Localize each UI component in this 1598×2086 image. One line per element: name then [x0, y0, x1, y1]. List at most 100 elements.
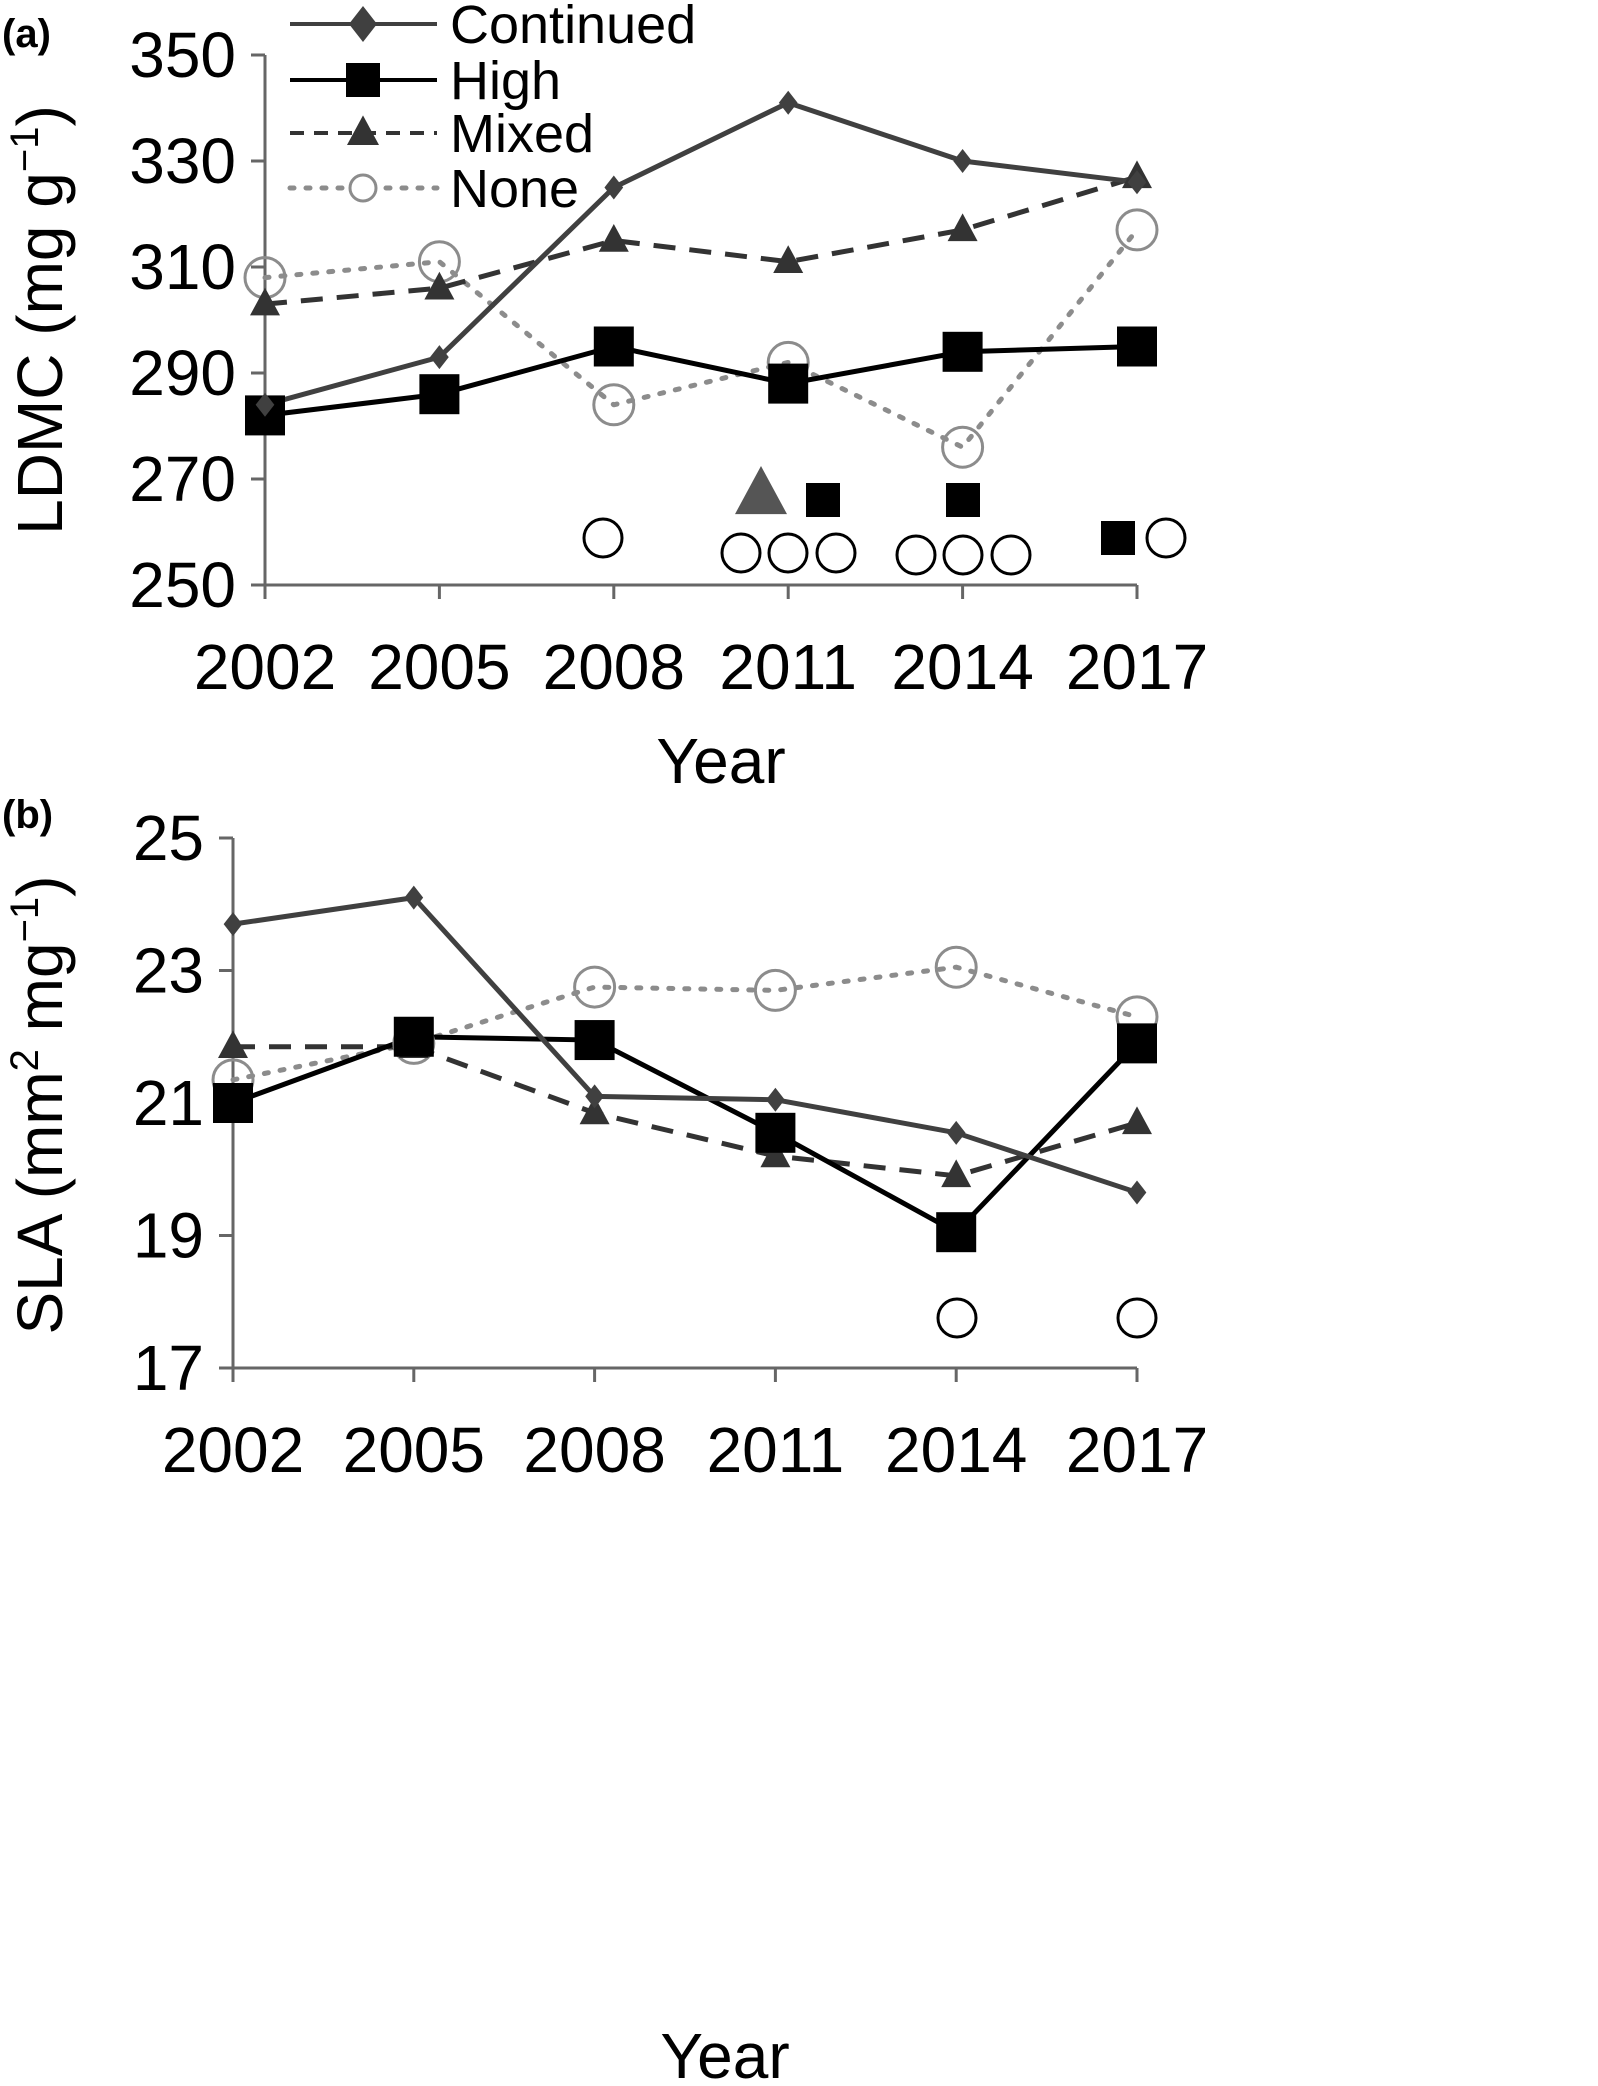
data-point-mixed: [424, 271, 455, 300]
data-point-continued: [585, 1084, 604, 1109]
x-tick-label: 2014: [891, 631, 1033, 703]
data-point-none: [753, 968, 797, 1012]
significance-circle: [942, 534, 984, 576]
x-tick-label: 2011: [707, 1414, 845, 1486]
x-tick-label: 2011: [719, 631, 857, 703]
data-point-continued: [223, 912, 243, 937]
significance-square: [806, 483, 840, 517]
data-point-none: [573, 965, 617, 1009]
data-point-none: [941, 425, 985, 469]
data-point-high: [593, 326, 634, 367]
series-line-continued: [264, 100, 1138, 408]
legend-marker-none: [348, 173, 378, 203]
significance-circle: [895, 534, 937, 576]
x-axis-title: Year: [656, 725, 785, 797]
data-point-continued: [430, 345, 449, 370]
data-point-continued: [604, 175, 624, 200]
data-point-mixed: [773, 245, 804, 273]
data-point-mixed: [250, 287, 280, 316]
y-tick-label: 250: [129, 549, 236, 621]
data-point-high: [768, 363, 809, 404]
y-tick-label: 25: [133, 802, 204, 874]
y-tick-label: 350: [129, 19, 236, 91]
y-tick-label: 310: [129, 231, 236, 303]
data-point-mixed: [218, 1030, 248, 1058]
legend-marker-continued: [348, 6, 378, 42]
y-axis-title: LDMC (mg g−1): [3, 105, 76, 535]
series-line-none: [262, 227, 1140, 450]
series-line-mixed: [264, 174, 1138, 307]
panel-a: (a) 250 270 290 310 330 350 2002 2005 2008 2011 201…: [2, 0, 1208, 797]
legend-marker-high: [346, 63, 380, 97]
panel-label: (b): [2, 793, 53, 837]
data-point-high: [419, 374, 460, 415]
data-point-continued: [953, 149, 972, 173]
significance-circle: [720, 532, 762, 574]
legend-label-mixed: Mixed: [450, 104, 594, 164]
data-point-continued: [1127, 170, 1147, 195]
significance-circle: [936, 1297, 978, 1339]
data-point-continued: [778, 90, 798, 115]
x-tick-label: 2014: [885, 1414, 1027, 1486]
series-line-mixed: [233, 1044, 1138, 1179]
x-tick-label: 2005: [368, 631, 510, 703]
significance-circle: [1145, 517, 1187, 559]
x-tick-label: 2002: [162, 1414, 304, 1486]
y-tick-label: 21: [133, 1067, 204, 1139]
x-tick-label: 2005: [343, 1414, 485, 1486]
significance-square: [946, 483, 980, 517]
legend-marker-mixed: [347, 115, 379, 145]
legend-label-continued: Continued: [450, 0, 696, 55]
x-tick-label: 2008: [523, 1414, 665, 1486]
significance-circle: [582, 517, 624, 559]
legend-label-high: High: [450, 51, 561, 111]
significance-circle: [767, 532, 809, 574]
series-line-high: [232, 1034, 1139, 1235]
data-point-high: [1117, 1023, 1157, 1064]
data-point-high: [942, 331, 983, 372]
data-point-continued: [766, 1087, 785, 1112]
y-tick-label: 17: [133, 1332, 204, 1404]
data-point-continued: [1127, 1180, 1147, 1205]
data-point-none: [592, 383, 636, 427]
data-point-high: [1117, 326, 1157, 367]
significance-triangle: [735, 466, 787, 515]
x-axis-title: Year: [660, 2020, 789, 2086]
data-point-mixed: [941, 1159, 972, 1188]
y-tick-label: 23: [133, 935, 204, 1007]
data-point-mixed: [579, 1096, 610, 1125]
data-point-high: [213, 1083, 253, 1123]
panel-label: (a): [2, 12, 51, 56]
data-point-high: [936, 1212, 977, 1253]
data-point-high: [755, 1112, 796, 1153]
y-tick-label: 330: [129, 125, 236, 197]
data-point-none: [1115, 208, 1159, 252]
data-point-mixed: [598, 224, 629, 252]
x-tick-label: 2017: [1066, 1414, 1208, 1486]
series-line-none: [230, 964, 1140, 1083]
data-point-continued: [946, 1120, 966, 1145]
significance-circle: [990, 534, 1032, 576]
panel-b: (b) 17 19 21 23 25 2002 2005 2008 2011 2014 2017 Yea…: [2, 793, 1208, 2086]
series-line-high: [264, 344, 1138, 418]
data-point-high: [393, 1016, 434, 1057]
data-point-mixed: [1122, 1106, 1152, 1135]
y-tick-label: 270: [129, 443, 236, 515]
data-point-mixed: [760, 1139, 791, 1168]
data-point-high: [574, 1020, 615, 1061]
series-line-continued: [232, 895, 1138, 1195]
data-point-mixed: [947, 213, 978, 242]
data-point-continued: [255, 392, 275, 417]
data-point-continued: [404, 885, 424, 910]
y-tick-label: 290: [129, 337, 236, 409]
x-tick-label: 2002: [194, 631, 336, 703]
significance-circle: [815, 532, 857, 574]
data-point-none: [934, 945, 978, 989]
x-tick-label: 2008: [543, 631, 685, 703]
legend-label-none: None: [450, 159, 579, 219]
y-tick-label: 19: [133, 1200, 204, 1272]
significance-square: [1101, 521, 1135, 555]
significance-circle: [1116, 1297, 1158, 1339]
